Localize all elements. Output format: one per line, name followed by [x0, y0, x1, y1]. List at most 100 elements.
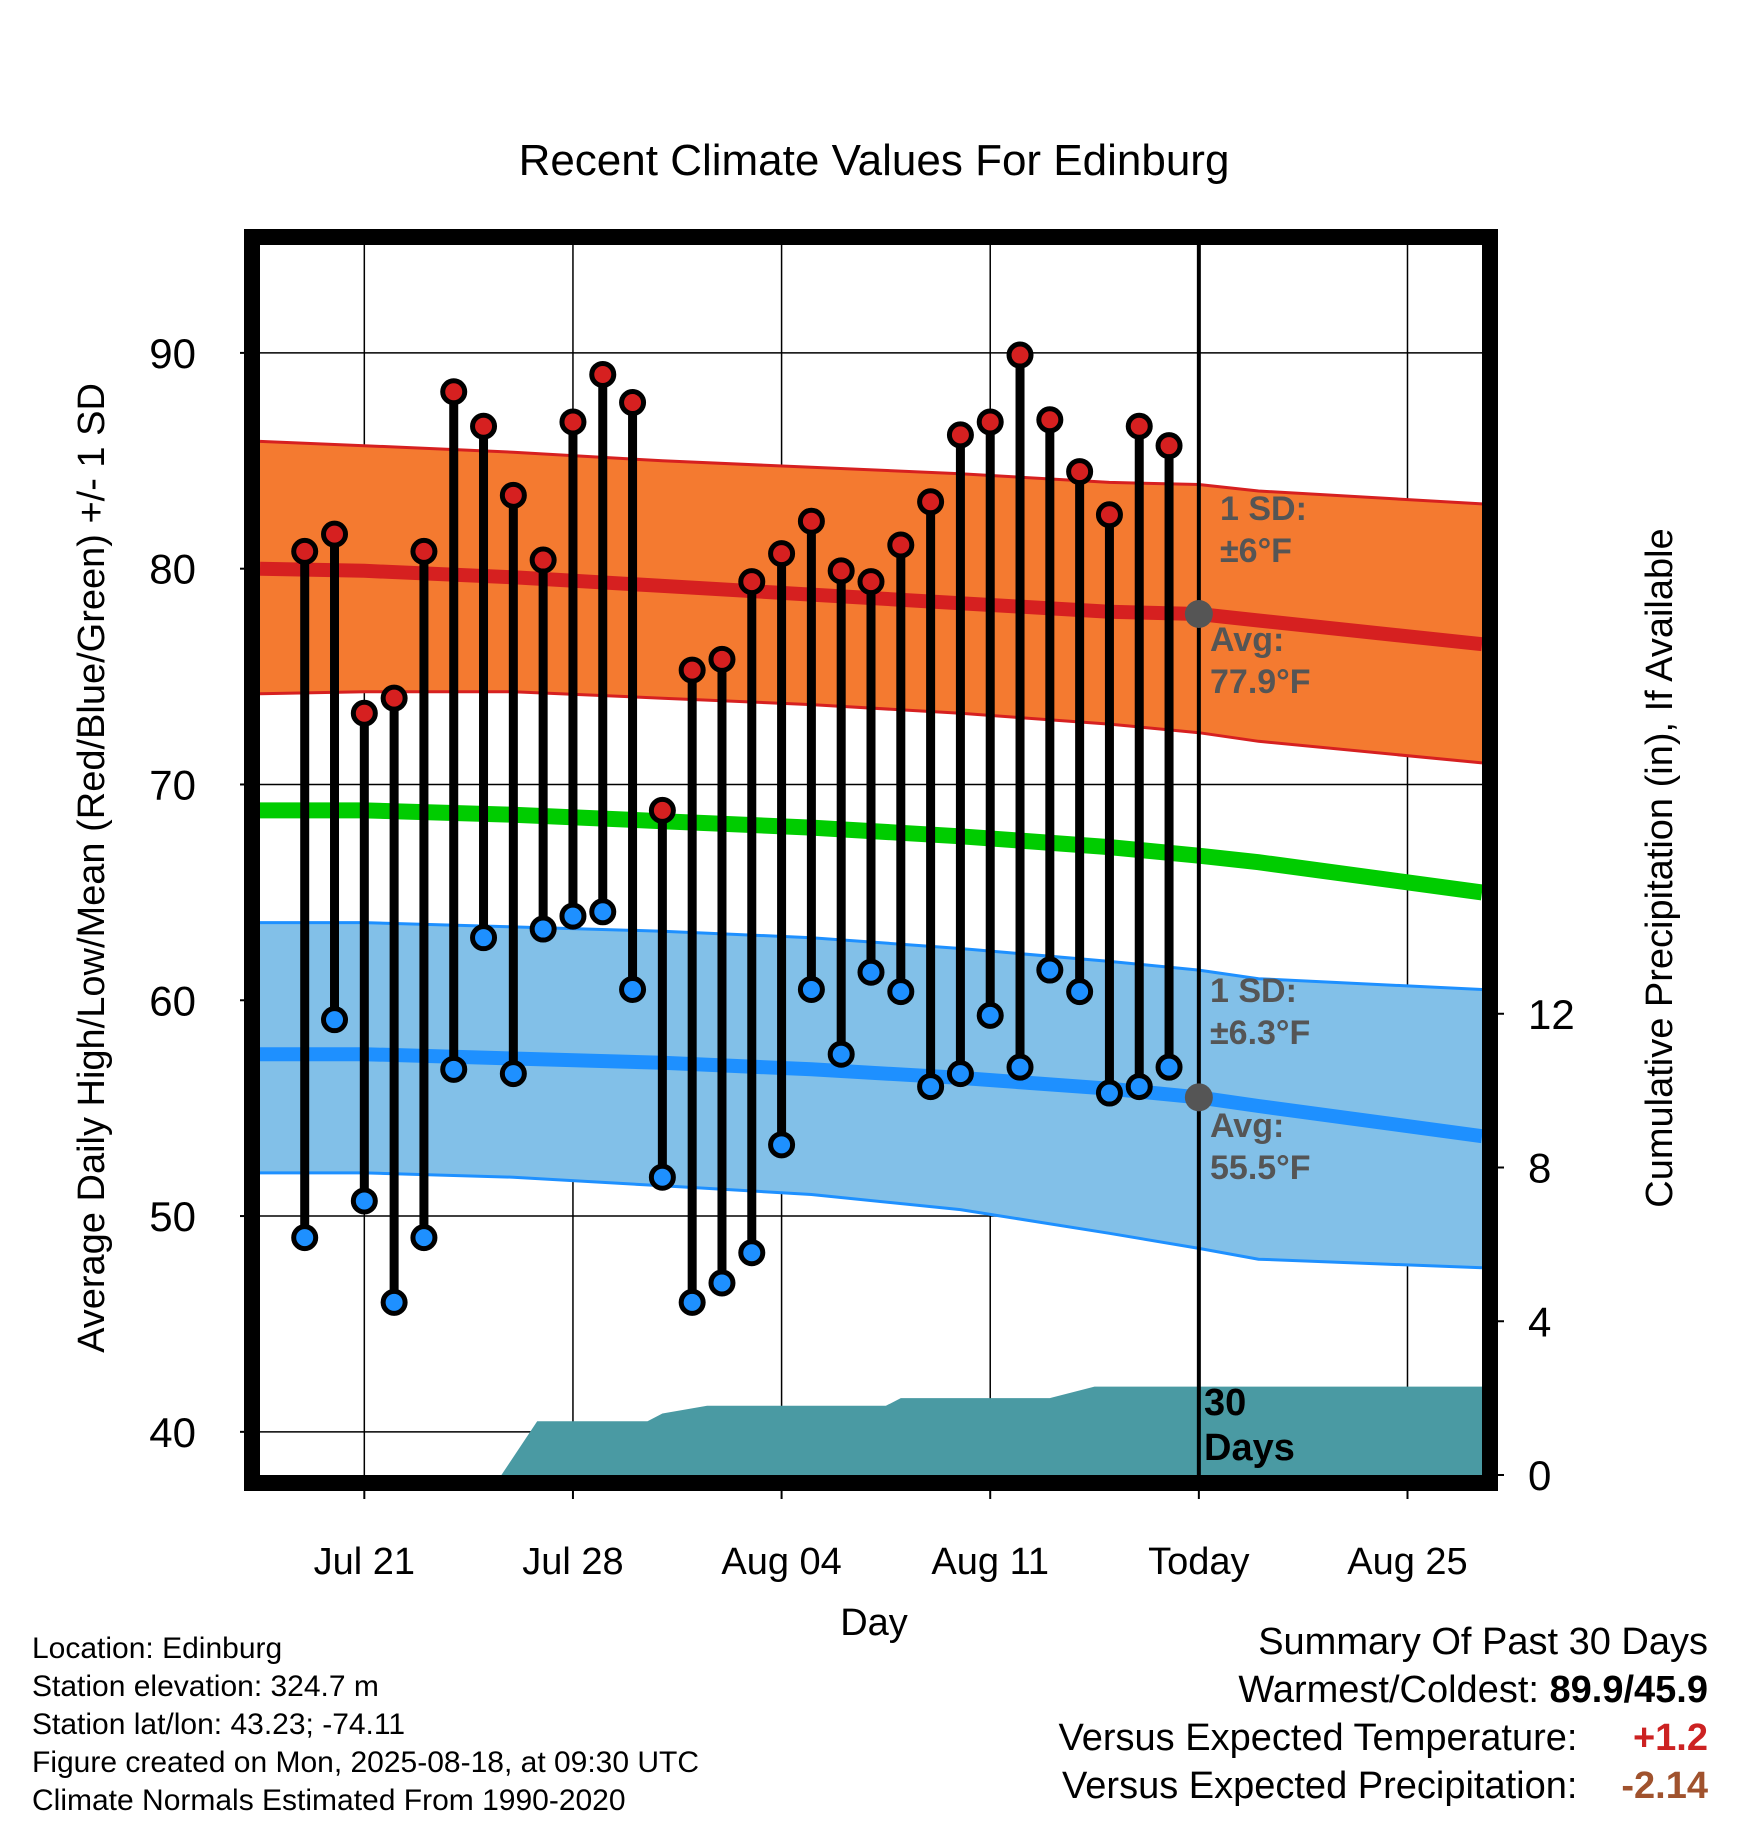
daily-low-point	[291, 1224, 319, 1252]
daily-low-point	[380, 1288, 408, 1316]
plot-frame	[244, 229, 1498, 1491]
daily-low-point	[887, 978, 915, 1006]
y-right-tick-label: 12	[1528, 991, 1575, 1038]
low-sd-value: ±6.3°F	[1210, 1014, 1310, 1052]
x-axis-label: Day	[840, 1602, 908, 1644]
daily-high-point	[619, 389, 647, 417]
y-tick-label: 50	[149, 1193, 196, 1240]
low-avg-value: 55.5°F	[1210, 1149, 1311, 1187]
summary-panel: Summary Of Past 30 Days Warmest/Coldest:…	[1059, 1618, 1708, 1810]
low-sd-label: 1 SD:	[1210, 972, 1297, 1010]
latlon-text: Station lat/lon: 43.23; -74.11	[32, 1708, 406, 1741]
daily-high-point	[470, 412, 498, 440]
daily-high-point	[768, 540, 796, 568]
daily-high-point	[410, 537, 438, 565]
precip-days-number: 30	[1204, 1382, 1246, 1424]
precip-row: Versus Expected Precipitation: -2.14	[1059, 1762, 1708, 1810]
x-tick-label: Jul 21	[314, 1541, 415, 1583]
temp-value: +1.2	[1632, 1717, 1708, 1759]
daily-low-point	[470, 924, 498, 952]
high-avg-label: Avg:	[1210, 621, 1284, 659]
daily-high-point	[678, 656, 706, 684]
y-tick-label: 70	[149, 761, 196, 808]
daily-high-point	[321, 520, 349, 548]
today-high-avg-point	[1184, 600, 1213, 628]
daily-high-point	[529, 546, 557, 574]
daily-low-point	[619, 975, 647, 1003]
y-tick-label: 80	[149, 546, 196, 593]
daily-low-point	[857, 958, 885, 986]
x-tick-label: Aug 25	[1347, 1541, 1467, 1583]
temp-label: Versus Expected Temperature:	[1058, 1717, 1578, 1759]
warm-cold-value: 89.9/45.9	[1549, 1669, 1708, 1711]
daily-low-point	[499, 1060, 527, 1088]
daily-high-point	[440, 378, 468, 406]
plot-area	[260, 245, 1482, 1475]
y-right-tick-label: 4	[1528, 1298, 1551, 1345]
y-right-tick-label: 8	[1528, 1145, 1551, 1192]
station-info: Location: Edinburg Station elevation: 32…	[32, 1630, 699, 1820]
daily-low-point	[678, 1288, 706, 1316]
daily-high-point	[350, 699, 378, 727]
y-right-tick-label: 0	[1528, 1452, 1551, 1499]
y-tick-label: 90	[149, 330, 196, 377]
daily-high-point	[976, 408, 1004, 436]
high-avg-value: 77.9°F	[1210, 663, 1311, 701]
precip-days-label: Days	[1204, 1427, 1295, 1469]
daily-low-point	[350, 1187, 378, 1215]
daily-low-point	[738, 1239, 766, 1267]
high-upper-edge	[260, 439, 1482, 506]
daily-low-point	[827, 1040, 855, 1068]
daily-high-point	[1155, 432, 1183, 460]
daily-low-point	[321, 1006, 349, 1034]
low-sd-band	[260, 922, 1482, 1268]
daily-high-point	[1095, 501, 1123, 529]
daily-low-point	[946, 1060, 974, 1088]
x-tick-label: Aug 04	[721, 1541, 841, 1583]
high-lower-edge	[260, 690, 1482, 765]
normals-text: Climate Normals Estimated From 1990-2020	[32, 1784, 626, 1817]
daily-low-point	[1036, 956, 1064, 984]
daily-high-point	[857, 568, 885, 596]
warm-cold-row: Warmest/Coldest: 89.9/45.9	[1059, 1666, 1708, 1714]
daily-high-point	[827, 557, 855, 585]
daily-low-point	[1006, 1053, 1034, 1081]
x-tick-label: Today	[1148, 1541, 1249, 1583]
y-axis-label: Average Daily High/Low/Mean (Red/Blue/Gr…	[71, 383, 113, 1353]
precip-value: -2.14	[1621, 1765, 1708, 1807]
daily-high-point	[1006, 341, 1034, 369]
daily-high-point	[738, 568, 766, 596]
created-text: Figure created on Mon, 2025-08-18, at 09…	[32, 1746, 700, 1779]
y-axis-label-right: Cumulative Precipitation (in), If Availa…	[1639, 528, 1681, 1207]
daily-low-point	[529, 915, 557, 943]
daily-high-point	[648, 796, 676, 824]
daily-low-point	[1125, 1073, 1153, 1101]
daily-low-point	[708, 1269, 736, 1297]
summary-title: Summary Of Past 30 Days	[1258, 1621, 1708, 1663]
x-tick-label: Jul 28	[522, 1541, 623, 1583]
low-upper-edge	[260, 921, 1482, 991]
daily-high-point	[887, 531, 915, 559]
chart-title: Recent Climate Values For Edinburg	[519, 136, 1230, 185]
daily-low-point	[410, 1224, 438, 1252]
daily-high-point	[946, 421, 974, 449]
daily-high-point	[797, 507, 825, 535]
y-tick-label: 60	[149, 977, 196, 1024]
warm-cold-label: Warmest/Coldest:	[1238, 1669, 1539, 1711]
daily-high-point	[708, 645, 736, 673]
high-normal-line	[260, 561, 1482, 652]
daily-low-point	[648, 1163, 676, 1191]
elevation-text: Station elevation: 324.7 m	[32, 1670, 379, 1703]
daily-high-point	[1036, 406, 1064, 434]
daily-low-point	[976, 1001, 1004, 1029]
mean-normal-line	[260, 802, 1482, 901]
daily-low-point	[440, 1055, 468, 1083]
daily-high-point	[499, 481, 527, 509]
temp-row: Versus Expected Temperature: +1.2	[1059, 1714, 1708, 1762]
daily-low-point	[559, 902, 587, 930]
low-avg-label: Avg:	[1210, 1107, 1284, 1145]
daily-high-point	[1125, 412, 1153, 440]
low-normal-line	[260, 1047, 1482, 1144]
daily-low-point	[589, 898, 617, 926]
x-tick-label: Aug 11	[931, 1541, 1049, 1583]
